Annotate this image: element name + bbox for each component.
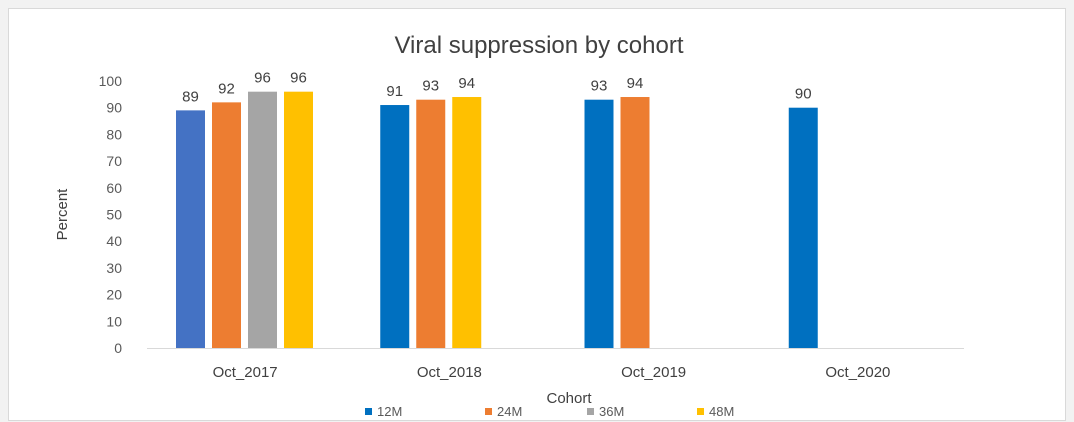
chart-frame: Viral suppression by cohort 0 10 20 30 40 50 60…	[8, 8, 1066, 421]
x-tick-label: Oct_2018	[417, 364, 482, 381]
data-label: 94	[627, 75, 644, 92]
y-tick-label: 20	[106, 287, 122, 303]
y-tick-label: 70	[106, 153, 122, 169]
y-tick-label: 10	[106, 313, 122, 329]
y-axis-title: Percent	[54, 188, 71, 241]
y-tick-label: 50	[106, 207, 122, 223]
legend-swatch	[365, 408, 372, 415]
y-tick-label: 40	[106, 233, 122, 249]
data-label: 91	[386, 83, 403, 100]
x-tick-label: Oct_2020	[825, 364, 890, 381]
legend-swatch	[485, 408, 492, 415]
y-tick-label: 80	[106, 126, 122, 142]
legend-swatch	[587, 408, 594, 415]
bar	[788, 107, 818, 348]
legend-label: 48M	[709, 404, 734, 419]
bar	[584, 99, 614, 348]
x-tick-label: Oct_2017	[213, 364, 278, 381]
data-label: 89	[182, 88, 199, 105]
bar	[212, 102, 241, 348]
y-tick-label: 0	[114, 340, 122, 356]
x-tick-label: Oct_2019	[621, 364, 686, 381]
data-label: 93	[422, 78, 439, 95]
data-label: 96	[290, 70, 307, 87]
y-tick-label: 100	[99, 73, 123, 89]
bar	[176, 110, 205, 349]
bar	[248, 91, 277, 349]
y-tick-label: 60	[106, 180, 122, 196]
bar-chart: Viral suppression by cohort 0 10 20 30 40 50 60…	[54, 32, 964, 419]
y-tick-label: 30	[106, 260, 122, 276]
data-label: 93	[591, 78, 608, 95]
data-label: 96	[254, 70, 271, 87]
bar	[452, 97, 482, 349]
bar	[380, 105, 410, 348]
legend-label: 36M	[599, 404, 624, 419]
y-tick-label: 90	[106, 100, 122, 116]
legend-label: 12M	[377, 404, 402, 419]
bar	[284, 91, 313, 349]
chart-title: Viral suppression by cohort	[394, 32, 683, 59]
legend-swatch	[697, 408, 704, 415]
bar	[620, 97, 650, 349]
data-label: 94	[458, 75, 475, 92]
legend-label: 24M	[497, 404, 522, 419]
bar	[416, 99, 446, 348]
data-label: 92	[218, 80, 235, 97]
x-axis-title: Cohort	[546, 390, 592, 407]
data-label: 90	[795, 86, 812, 103]
